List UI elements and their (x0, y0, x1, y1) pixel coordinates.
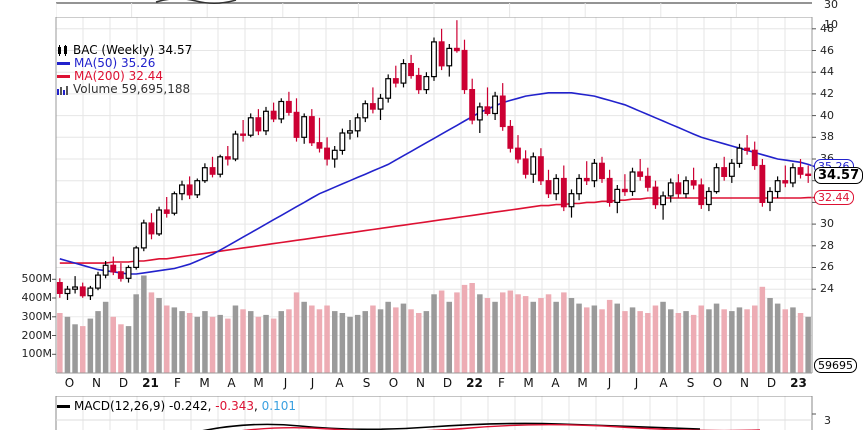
volume-tag: 59695 (814, 358, 857, 373)
time-tick-25: N (740, 376, 749, 390)
legend-ma200-value: 32.44 (128, 69, 164, 83)
macd-plot (55, 396, 816, 430)
price-tick-44: 44 (820, 65, 834, 79)
price-tick-40: 40 (820, 108, 834, 122)
legend-row-symbol: BAC (Weekly) 34.57 (57, 44, 192, 57)
legend-ma50-value: 35.26 (121, 56, 156, 70)
time-tick-20: J (607, 376, 612, 390)
time-tick-18: A (551, 376, 560, 390)
macd-legend: MACD(12,26,9) -0.242 , -0.343 , 0.101 (57, 400, 296, 413)
top-panel-tick-0: 30 (824, 0, 838, 11)
ma200-color-swatch (57, 75, 70, 78)
time-tick-7: M (253, 376, 264, 390)
ma50-color-swatch (57, 62, 70, 65)
time-tick-15: 22 (466, 376, 483, 390)
time-tick-4: F (174, 376, 181, 390)
time-tick-14: D (442, 376, 453, 390)
time-tick-13: N (416, 376, 425, 390)
volume-bars-icon (57, 85, 69, 95)
volume-tick-400M: 400M (21, 291, 53, 304)
time-tick-8: J (283, 376, 288, 390)
time-tick-10: A (335, 376, 344, 390)
price-tick-42: 42 (820, 86, 834, 100)
chart-legend: BAC (Weekly) 34.57 MA(50) 35.26 MA(200) … (57, 44, 192, 96)
time-tick-17: M (523, 376, 534, 390)
candlestick-icon (57, 45, 69, 56)
price-tick-48: 48 (820, 21, 834, 35)
legend-row-ma200: MA(200) 32.44 (57, 70, 192, 83)
time-tick-19: M (577, 376, 588, 390)
time-tick-11: S (362, 376, 371, 390)
time-tick-26: D (766, 376, 777, 390)
price-tick-24: 24 (820, 282, 834, 296)
macd-legend-name: MACD(12,26,9) (74, 399, 166, 413)
macd-sep-2: , (207, 399, 216, 413)
time-tick-3: 21 (142, 376, 159, 390)
price-tick-30: 30 (820, 217, 834, 231)
legend-row-volume: Volume 59,695,188 (57, 83, 192, 96)
time-tick-2: D (118, 376, 129, 390)
macd-signal-value: -0.343 (215, 399, 254, 413)
macd-tick-0: 3 (824, 414, 831, 427)
time-tick-22: A (659, 376, 668, 390)
volume-tick-200M: 200M (21, 328, 53, 342)
time-tick-12: O (388, 376, 399, 390)
time-tick-24: O (712, 376, 723, 390)
price-tag-34.57: 34.57 (814, 166, 864, 184)
time-tick-23: S (686, 376, 695, 390)
legend-ma50-name: MA(50) (74, 56, 118, 70)
price-tag-32.44: 32.44 (814, 189, 854, 205)
time-tick-6: A (227, 376, 236, 390)
time-tick-27: 23 (790, 376, 807, 390)
volume-tick-500M: 500M (21, 272, 53, 286)
price-tick-28: 28 (820, 238, 834, 252)
time-tick-5: M (199, 376, 210, 390)
time-tick-21: J (634, 376, 639, 390)
time-tick-0: O (64, 376, 75, 390)
volume-tick-300M: 300M (21, 309, 53, 323)
volume-tick-100M: 100M (21, 347, 53, 361)
top-indicator-plot (56, 0, 812, 17)
time-tick-9: J (310, 376, 315, 390)
macd-color-swatch (57, 405, 70, 408)
macd-legend-row: MACD(12,26,9) -0.242 , -0.343 , 0.101 (57, 400, 296, 413)
legend-symbol-text: BAC (Weekly) 34.57 (73, 43, 193, 57)
legend-volume-text: Volume 59,695,188 (73, 82, 191, 96)
time-tick-1: N (92, 376, 101, 390)
top-panel-tick-1: 10 (824, 18, 838, 31)
price-tick-46: 46 (820, 43, 834, 57)
macd-value: -0.242 (168, 399, 208, 413)
macd-hist-value: 0.101 (261, 399, 296, 413)
price-volume-plot (52, 17, 817, 374)
time-tick-16: F (498, 376, 505, 390)
price-tick-38: 38 (820, 130, 834, 144)
legend-row-ma50: MA(50) 35.26 (57, 57, 192, 70)
price-tick-26: 26 (820, 260, 834, 274)
macd-sep-3: , (253, 399, 262, 413)
legend-ma200-name: MA(200) (74, 69, 125, 83)
